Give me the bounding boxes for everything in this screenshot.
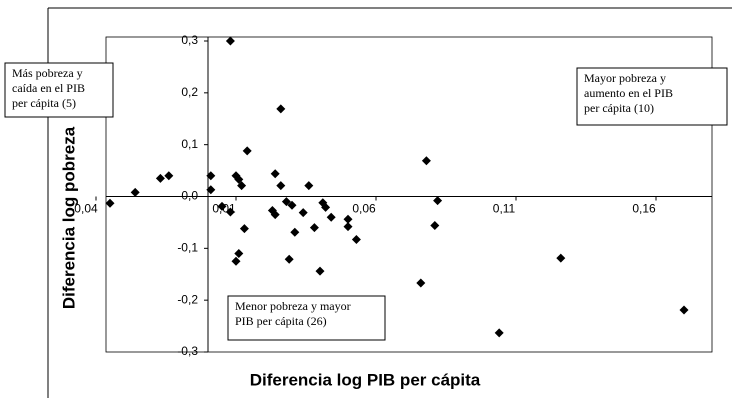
- point: [225, 36, 235, 46]
- annotation-box: [4, 62, 114, 118]
- annotation-text: PIB per cápita (26): [235, 314, 327, 328]
- point: [321, 202, 331, 212]
- point: [155, 173, 165, 183]
- point: [433, 196, 443, 206]
- point: [276, 104, 286, 114]
- point: [304, 181, 314, 191]
- point: [290, 227, 300, 237]
- point: [276, 181, 286, 191]
- point: [679, 305, 689, 315]
- point: [281, 197, 291, 207]
- point: [343, 222, 353, 232]
- point: [430, 221, 440, 231]
- point: [234, 174, 244, 184]
- point: [326, 212, 336, 222]
- annotation-box: [576, 67, 728, 126]
- y-tick-label: -0,1: [177, 241, 198, 255]
- annotation-text: aumento en el PIB: [584, 86, 673, 100]
- y-axis-title: Diferencia log pobreza: [59, 126, 78, 309]
- point: [421, 156, 431, 166]
- x-tick-label: 0,11: [493, 202, 516, 216]
- point: [270, 169, 280, 179]
- point: [315, 266, 325, 276]
- x-tick-label: 0,16: [632, 202, 656, 216]
- y-tick-label: 0,2: [181, 85, 198, 99]
- point: [234, 249, 244, 259]
- point: [225, 207, 235, 217]
- y-tick-label: 0,0: [181, 189, 198, 203]
- point: [231, 256, 241, 266]
- annotation-text: caída en el PIB: [12, 81, 85, 95]
- point: [237, 181, 247, 191]
- point: [287, 200, 297, 210]
- annotation-text: Mayor pobreza y: [584, 71, 666, 85]
- annotation-text: Más pobreza y: [12, 66, 83, 80]
- point: [309, 223, 319, 233]
- point: [284, 254, 294, 264]
- annotation-text: per cápita (5): [12, 96, 76, 110]
- point: [164, 171, 174, 181]
- annotation-text: Menor pobreza y mayor: [235, 299, 351, 313]
- point: [298, 208, 308, 218]
- point: [206, 171, 216, 181]
- y-tick-label: 0,1: [181, 137, 198, 151]
- point: [130, 187, 140, 197]
- annotation-box: [227, 295, 386, 341]
- point: [416, 278, 426, 288]
- y-tick-label: 0,3: [181, 33, 198, 47]
- point: [242, 146, 252, 156]
- point: [343, 214, 353, 224]
- annotation-text: per cápita (10): [584, 101, 654, 115]
- y-tick-label: -0,2: [177, 292, 198, 306]
- point: [270, 210, 280, 220]
- point: [105, 198, 115, 208]
- y-tick-label: -0,3: [177, 344, 198, 358]
- x-tick-label: -0,04: [70, 202, 98, 216]
- point: [494, 328, 504, 338]
- point: [206, 185, 216, 195]
- point: [217, 201, 227, 211]
- point: [239, 224, 249, 234]
- point: [351, 235, 361, 245]
- x-tick-label: 0,06: [352, 202, 376, 216]
- point: [556, 253, 566, 263]
- plot-area: [105, 36, 713, 353]
- x-axis-title: Diferencia log PIB per cápita: [250, 370, 481, 389]
